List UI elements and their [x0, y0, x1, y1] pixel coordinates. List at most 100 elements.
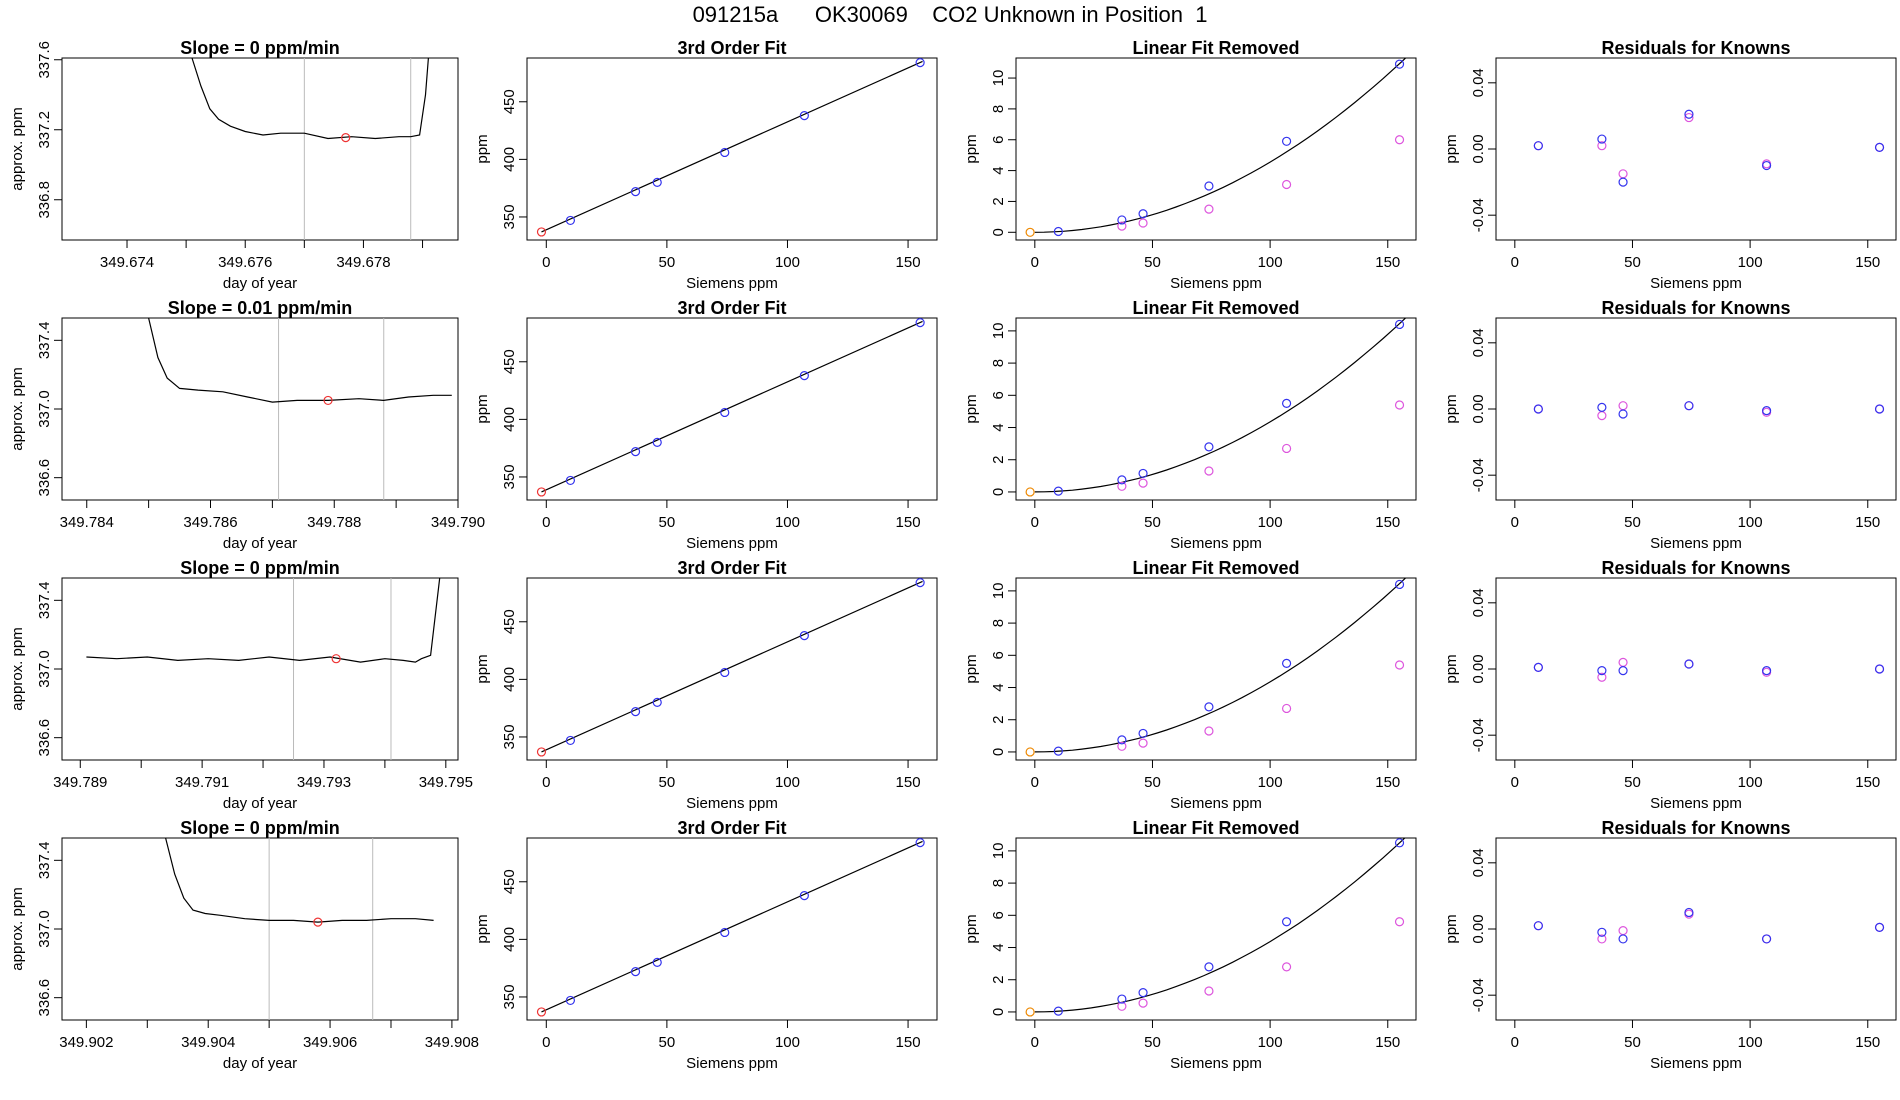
x-tick-label: 100 — [1738, 514, 1763, 531]
x-tick-label: 50 — [1144, 774, 1161, 791]
fit-curve — [1034, 578, 1407, 753]
y-axis-label: ppm — [474, 914, 491, 943]
fit-line — [541, 60, 923, 233]
panel-0-2: Linear Fit Removed 0 50 100 150 0 2 4 6 8 10 Siemen… — [963, 38, 1417, 292]
residual-point-b — [1618, 926, 1628, 936]
trace-line — [191, 58, 429, 140]
linear-removed-point — [1138, 998, 1148, 1008]
known-point — [1281, 917, 1292, 927]
residual-point-a — [1533, 662, 1543, 672]
x-tick-label: 0 — [1031, 1034, 1039, 1051]
x-tick-label: 150 — [1375, 774, 1400, 791]
y-tick-label: 6 — [990, 136, 1007, 144]
plot-area — [1533, 907, 1885, 944]
y-tick-label: 400 — [501, 407, 518, 432]
plot-frame — [526, 317, 938, 501]
unknown-point — [536, 747, 547, 757]
y-axis-label: ppm — [1443, 914, 1460, 943]
y-tick-label: 337.4 — [36, 582, 53, 620]
x-tick-label: 349.784 — [60, 514, 114, 531]
unknown-point — [536, 227, 547, 237]
plot-area — [165, 838, 434, 1020]
residual-point-a — [1533, 141, 1543, 151]
y-axis-label: approx. ppm — [9, 107, 26, 190]
plot-area — [148, 318, 452, 500]
plot-area — [536, 838, 925, 1017]
mean-point — [331, 654, 341, 664]
y-tick-label: 10 — [990, 70, 1007, 87]
known-point — [915, 578, 925, 588]
plot-area — [1025, 58, 1407, 237]
x-axis-label: Siemens ppm — [1650, 275, 1742, 292]
panel-title: Slope = 0 ppm/min — [180, 558, 340, 578]
known-point — [630, 187, 641, 197]
x-tick-label: 50 — [1624, 774, 1641, 791]
known-point — [652, 437, 662, 448]
x-tick-label: 349.789 — [53, 774, 107, 791]
known-point — [1204, 181, 1214, 191]
y-axis-label: ppm — [1443, 654, 1460, 683]
residual-point-b — [1597, 141, 1607, 151]
known-point — [565, 735, 576, 746]
residual-point-a — [1533, 921, 1543, 931]
x-tick-label: 150 — [896, 1034, 921, 1051]
panel-1-1: 3rd Order Fit 0 50 100 150 350 400 450 Siemens p… — [474, 298, 938, 552]
x-tick-label: 349.904 — [181, 1034, 235, 1051]
x-axis-label: Siemens ppm — [686, 1055, 778, 1072]
y-axis-label: ppm — [963, 914, 980, 943]
x-tick-label: 150 — [896, 774, 921, 791]
x-axis-label: Siemens ppm — [1650, 1055, 1742, 1072]
y-tick-label: 0 — [990, 1008, 1007, 1016]
y-axis-label: approx. ppm — [9, 887, 26, 970]
y-tick-label: -0.04 — [1470, 978, 1487, 1012]
x-axis-label: Siemens ppm — [686, 795, 778, 812]
panel-1-3: Residuals for Knowns 0 50 100 150 -0.04 0.00 0.… — [1443, 298, 1897, 552]
x-axis-label: Siemens ppm — [1170, 275, 1262, 292]
y-tick-label: 337.0 — [36, 390, 53, 428]
known-point — [1394, 579, 1405, 590]
trace-line — [165, 838, 434, 923]
y-tick-label: 450 — [501, 89, 518, 114]
residual-point-b — [1618, 401, 1628, 411]
fit-line — [541, 320, 923, 493]
y-tick-label: 4 — [990, 683, 1007, 691]
x-axis-label: Siemens ppm — [686, 275, 778, 292]
plot-area — [1025, 318, 1407, 497]
known-point — [1204, 442, 1214, 452]
trace-line — [86, 578, 441, 663]
known-point — [1204, 962, 1214, 972]
x-tick-label: 150 — [1855, 774, 1880, 791]
x-tick-label: 100 — [1738, 774, 1763, 791]
trace-line — [148, 318, 452, 403]
y-tick-label: 336.6 — [36, 459, 53, 497]
linear-removed-point — [1204, 726, 1214, 736]
panel-title: Linear Fit Removed — [1132, 558, 1299, 578]
panel-title: Slope = 0 ppm/min — [180, 38, 340, 58]
panel-title: Linear Fit Removed — [1132, 818, 1299, 838]
plot-area — [86, 578, 441, 760]
panel-0-0: Slope = 0 ppm/min 349.674 349.676 349.678 33… — [9, 38, 459, 292]
mean-point — [313, 917, 323, 927]
y-tick-label: -0.04 — [1470, 458, 1487, 492]
fit-line — [541, 840, 923, 1013]
plot-frame — [1015, 577, 1417, 761]
known-point — [1394, 838, 1405, 848]
unknown-point — [536, 487, 547, 497]
mean-point — [341, 133, 351, 143]
x-tick-label: 100 — [1738, 254, 1763, 271]
residual-point-a — [1761, 934, 1772, 944]
y-axis-label: ppm — [474, 134, 491, 163]
x-tick-label: 100 — [1258, 774, 1283, 791]
x-tick-label: 150 — [1375, 514, 1400, 531]
residual-point-a — [1618, 177, 1628, 187]
panel-title: 3rd Order Fit — [677, 38, 786, 58]
x-axis-label: Siemens ppm — [1170, 1055, 1262, 1072]
y-tick-label: 400 — [501, 927, 518, 952]
zero-point — [1025, 227, 1035, 237]
plot-area — [1533, 657, 1885, 682]
plot-area — [191, 58, 429, 240]
residual-point-a — [1597, 134, 1607, 144]
y-tick-label: 0.00 — [1470, 134, 1487, 163]
known-point — [720, 927, 730, 938]
